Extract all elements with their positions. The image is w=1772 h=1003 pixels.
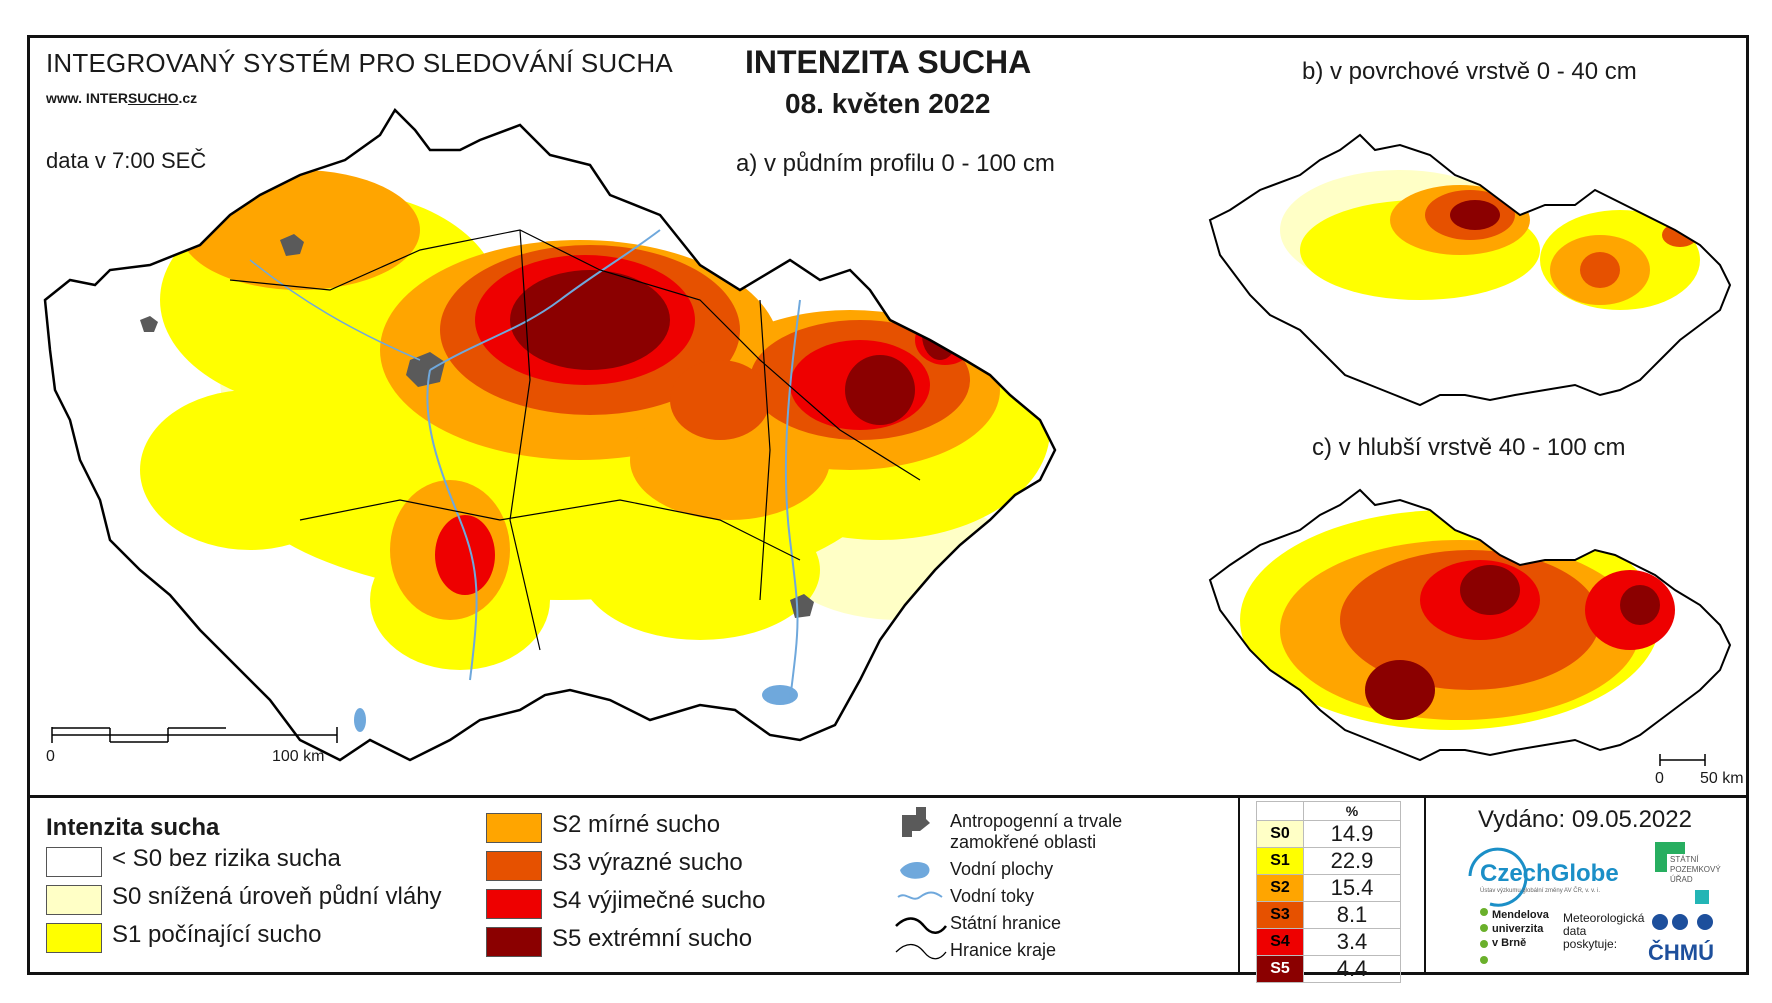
- stats-value: 22.9: [1303, 847, 1401, 875]
- drought-stats-table: % S0 14.9 S1 22.9 S2 15.4 S3 8.1 S4 3.4 S5 4.4: [1256, 801, 1401, 983]
- legend-label: S2 mírné sucho: [552, 811, 721, 838]
- spu-logo-icon: [1655, 842, 1709, 904]
- stats-value: 15.4: [1303, 874, 1401, 902]
- stats-code: S5: [1256, 955, 1304, 983]
- legend-label: S4 výjimečné sucho: [552, 887, 766, 914]
- legend-swatch: [486, 851, 542, 881]
- spu-logo-text: STÁTNÍ POZEMKOVÝ ÚŘAD: [1670, 855, 1721, 884]
- legend-label: < S0 bez rizika sucha: [112, 845, 341, 872]
- stats-value: 8.1: [1303, 901, 1401, 929]
- main-title: INTENZITA SUCHA: [745, 44, 1032, 80]
- stats-code: S3: [1256, 901, 1304, 929]
- website-url[interactable]: www. INTERSUCHO.cz: [46, 90, 197, 106]
- legend-label: S1 počínající sucho: [112, 921, 322, 948]
- mendel-logo-icon: [1480, 908, 1488, 964]
- stats-row: S3 8.1: [1256, 901, 1401, 929]
- stats-row: S2 15.4: [1256, 874, 1401, 902]
- state-border-b: [1208, 133, 1732, 407]
- legend-swatch: [46, 885, 102, 915]
- mendel-logo-text: Mendelova univerzita v Brně: [1492, 909, 1549, 949]
- scale-bar-small: [1659, 754, 1706, 766]
- url-underlined: SUCHO: [127, 90, 179, 106]
- map-a: [45, 110, 1055, 760]
- stats-row: S0 14.9: [1256, 820, 1401, 848]
- stats-header-percent: %: [1303, 801, 1401, 821]
- legend-swatch: [486, 889, 542, 919]
- main-date: 08. květen 2022: [785, 88, 991, 119]
- scale-main-end: 100 km: [272, 748, 325, 765]
- urban-area-icon: [902, 807, 930, 837]
- map-c: [1210, 490, 1730, 760]
- stats-row: S5 4.4: [1256, 955, 1401, 983]
- url-prefix: www. INTER: [46, 90, 128, 106]
- stats-divider-left: [1238, 795, 1240, 975]
- scale-bar-main: [51, 727, 338, 743]
- stats-value: 3.4: [1303, 928, 1401, 956]
- czechglobe-logo-icon: [1468, 847, 1528, 907]
- system-title: INTEGROVANÝ SYSTÉM PRO SLEDOVÁNÍ SUCHA: [46, 48, 673, 78]
- state-border-icon: [895, 917, 947, 934]
- stats-code: S0: [1256, 820, 1304, 848]
- stats-header-code: [1256, 801, 1304, 821]
- url-suffix: .cz: [178, 90, 198, 106]
- chmu-logo-icon: [1652, 914, 1713, 930]
- symbol-urban-label: Antropogenní a trvale: [950, 811, 1123, 831]
- symbol-water-label: Vodní plochy: [950, 859, 1054, 879]
- symbol-urban-label-2: zamokřené oblasti: [950, 832, 1097, 852]
- legend-swatch: [486, 813, 542, 843]
- czechglobe-logo-text: CzechGlobe: [1480, 860, 1619, 887]
- symbol-region-border-label: Hranice kraje: [950, 940, 1057, 960]
- scale-small-end: 50 km: [1700, 770, 1744, 787]
- stats-code: S2: [1256, 874, 1304, 902]
- scale-small-start: 0: [1655, 770, 1664, 787]
- state-border-c: [1208, 488, 1732, 762]
- map-b-title: b) v povrchové vrstvě 0 - 40 cm: [1302, 58, 1637, 85]
- legend-swatch: [46, 923, 102, 953]
- stats-row: S4 3.4: [1256, 928, 1401, 956]
- legend-label: S5 extrémní sucho: [552, 925, 753, 952]
- legend-swatch: [486, 927, 542, 957]
- legend-label: S3 výrazné sucho: [552, 849, 743, 876]
- stats-code: S1: [1256, 847, 1304, 875]
- issued-date: Vydáno: 09.05.2022: [1478, 806, 1692, 833]
- symbol-state-border-label: Státní hranice: [950, 913, 1062, 933]
- data-time: data v 7:00 SEČ: [46, 148, 207, 173]
- legend-title: Intenzita sucha: [46, 814, 220, 841]
- legend-swatch: [46, 847, 102, 877]
- scale-main-start: 0: [46, 748, 55, 765]
- meteo-data-text: Meteorologická data poskytuje:: [1563, 911, 1645, 951]
- map-c-title: c) v hlubší vrstvě 40 - 100 cm: [1312, 434, 1626, 461]
- river-icon: [897, 891, 943, 900]
- legend-label: S0 snížená úroveň půdní vláhy: [112, 883, 442, 910]
- stats-divider-right: [1424, 795, 1426, 975]
- symbol-river-label: Vodní toky: [950, 886, 1035, 906]
- stats-row: S1 22.9: [1256, 847, 1401, 875]
- legend-divider: [27, 795, 1749, 798]
- chmu-logo-text: ČHMÚ: [1648, 940, 1714, 965]
- czechglobe-logo-subtext: Ústav výzkumu globální změny AV ČR, v. v…: [1480, 888, 1601, 894]
- map-a-title: a) v půdním profilu 0 - 100 cm: [736, 150, 1055, 177]
- map-b: [1210, 135, 1730, 405]
- stats-value: 14.9: [1303, 820, 1401, 848]
- water-body-icon: [900, 862, 930, 879]
- stats-code: S4: [1256, 928, 1304, 956]
- state-border-a: [43, 107, 1057, 762]
- stats-value: 4.4: [1303, 955, 1401, 983]
- region-border-icon: [895, 943, 947, 960]
